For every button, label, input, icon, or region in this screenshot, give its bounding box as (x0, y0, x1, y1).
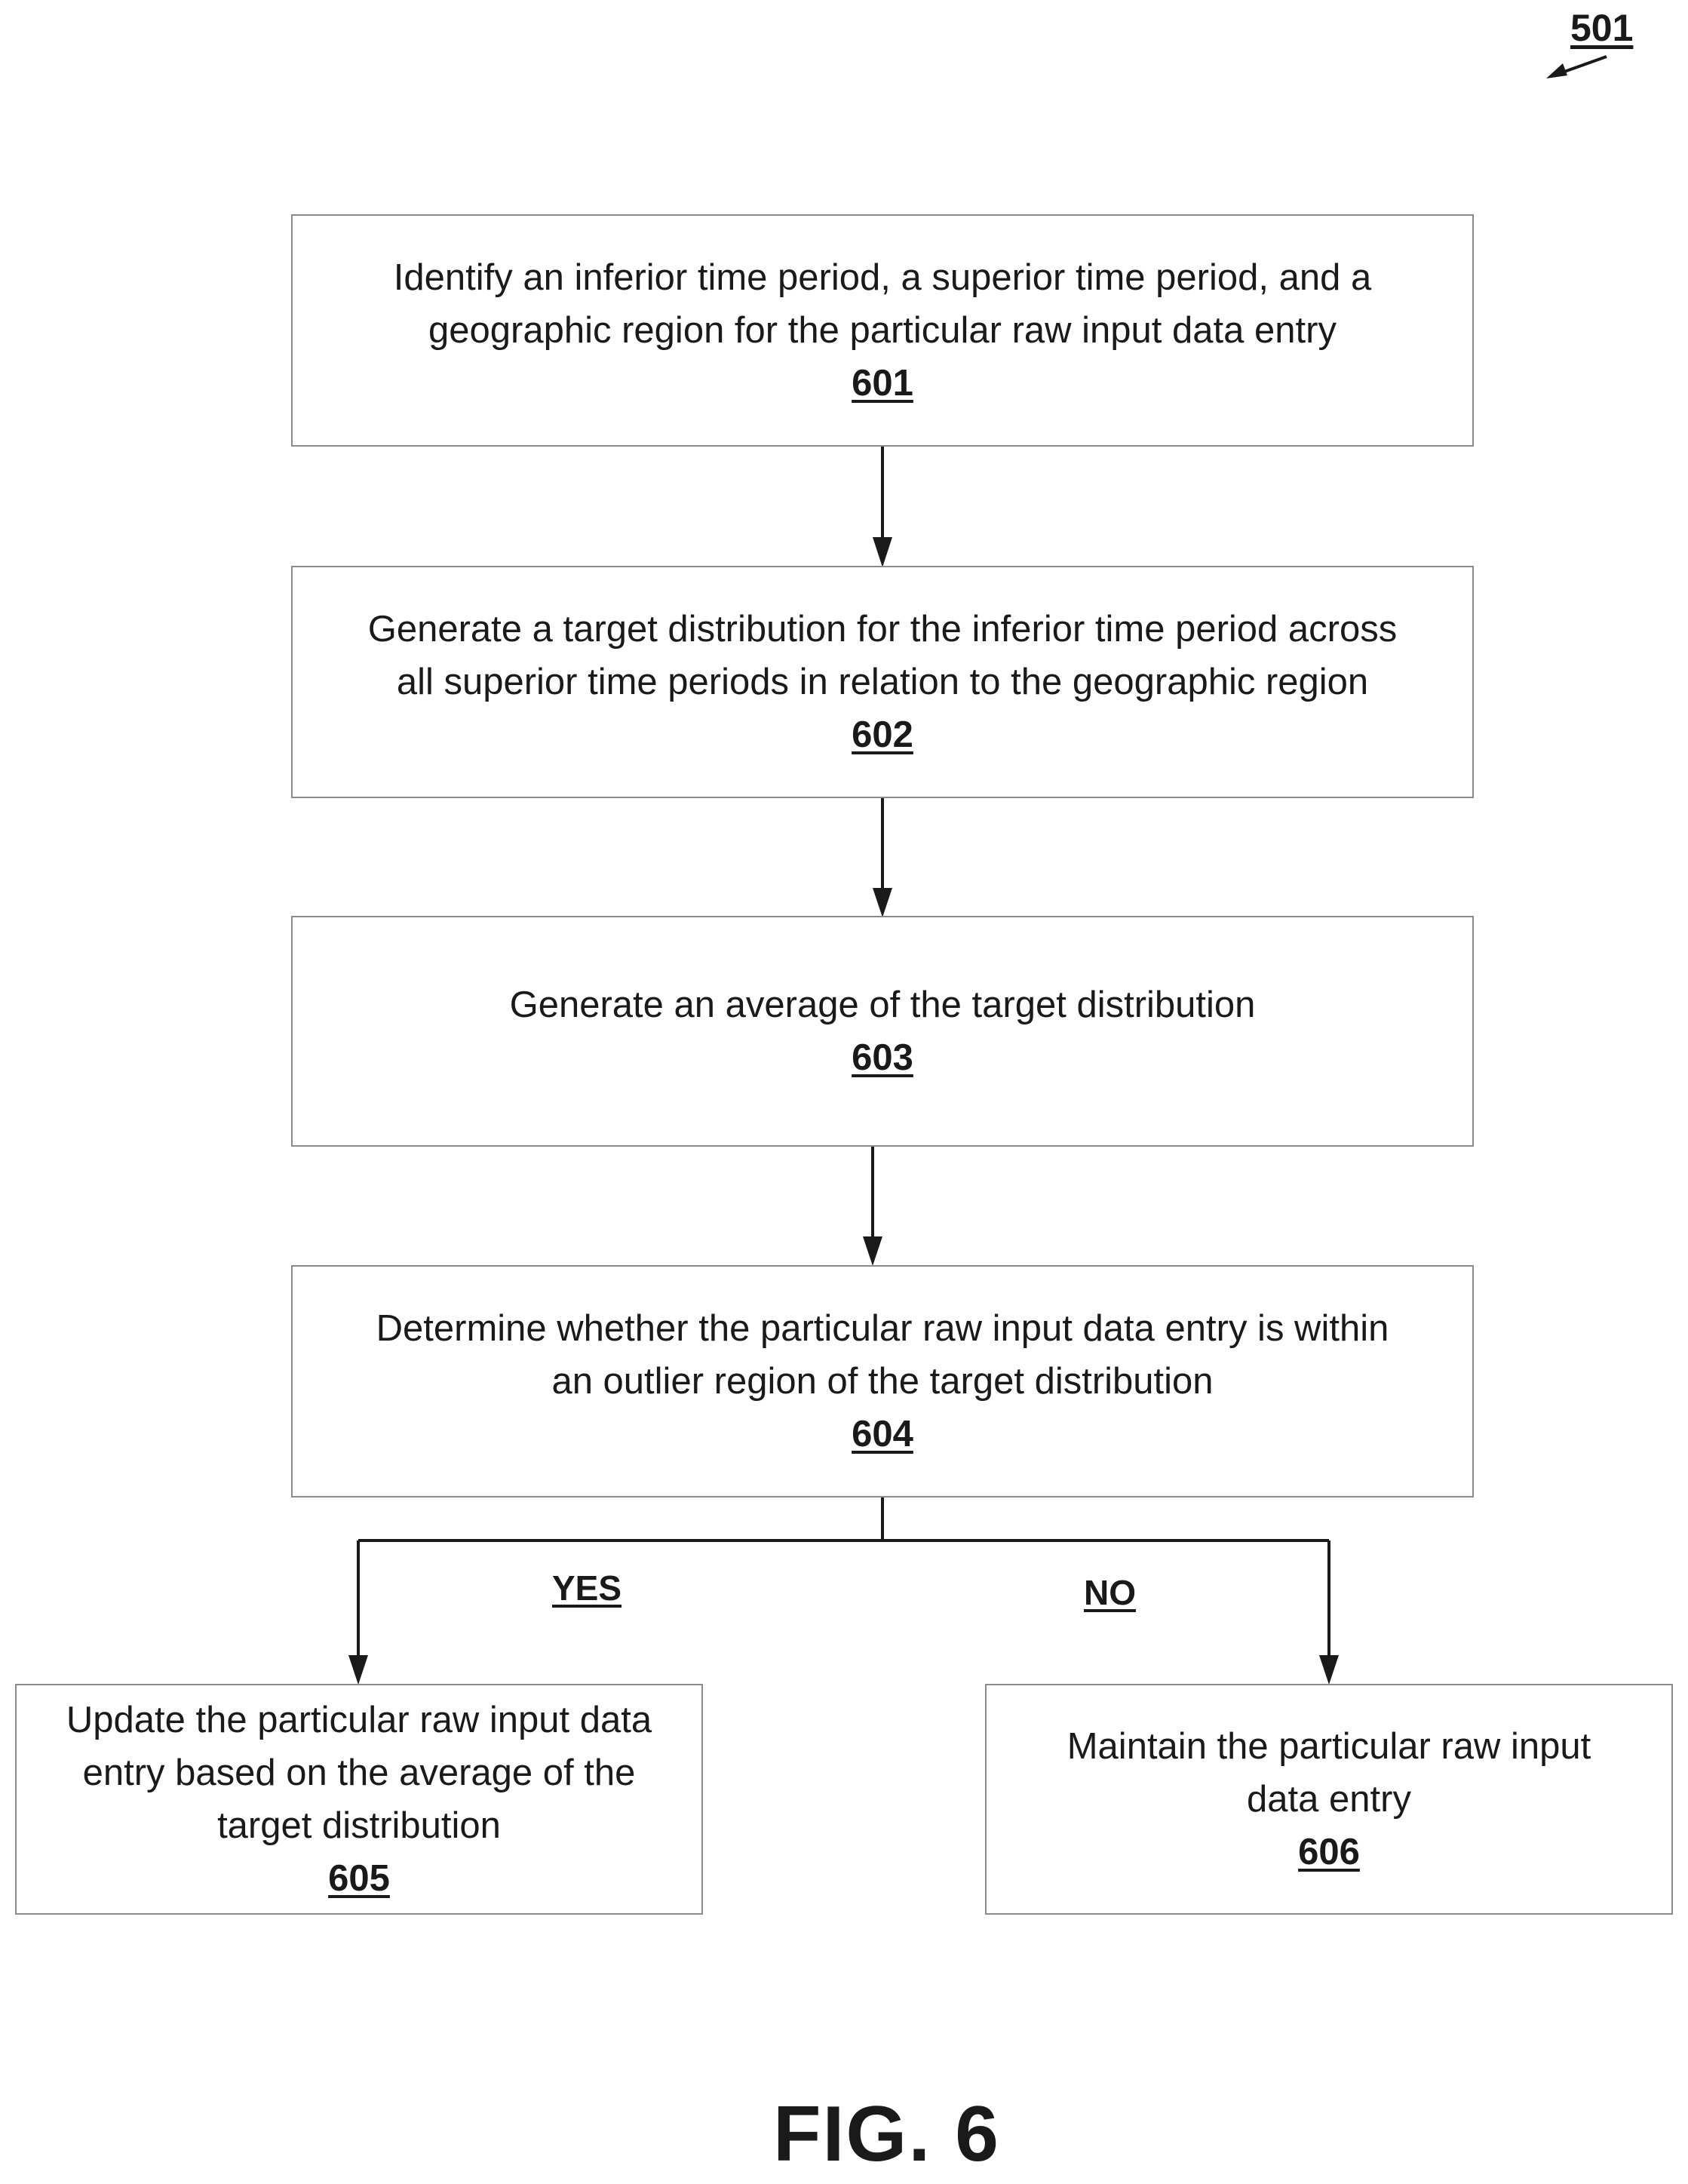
no-branch-label: NO (1084, 1572, 1136, 1613)
step-602-line-1: Generate a target distribution for the i… (368, 603, 1398, 656)
step-604-line-2: an outlier region of the target distribu… (551, 1355, 1213, 1408)
step-606-line-2: data entry (1247, 1773, 1411, 1826)
step-602-number: 602 (852, 708, 913, 761)
step-604-box: Determine whether the particular raw inp… (291, 1265, 1474, 1497)
step-603-box: Generate an average of the target distri… (291, 916, 1474, 1147)
step-601-line-1: Identify an inferior time period, a supe… (394, 251, 1371, 304)
arrowhead-604 (863, 1236, 882, 1266)
step-604-number: 604 (852, 1408, 913, 1461)
yes-branch-label: YES (552, 1568, 621, 1608)
step-602-box: Generate a target distribution for the i… (291, 566, 1474, 798)
reference-pointer-arrowhead (1546, 63, 1567, 78)
step-605-number: 605 (328, 1852, 390, 1905)
arrowhead-603 (873, 888, 892, 917)
arrowhead-606 (1319, 1655, 1339, 1685)
step-604-line-1: Determine whether the particular raw inp… (376, 1302, 1389, 1355)
step-601-number: 601 (852, 357, 913, 410)
step-606-box: Maintain the particular raw input data e… (985, 1684, 1673, 1915)
step-605-line-3: target distribution (217, 1799, 501, 1852)
step-605-line-1: Update the particular raw input data (66, 1694, 652, 1746)
step-601-box: Identify an inferior time period, a supe… (291, 214, 1474, 447)
arrowhead-605 (348, 1655, 368, 1685)
step-606-line-1: Maintain the particular raw input (1067, 1720, 1591, 1773)
step-605-line-2: entry based on the average of the (83, 1746, 636, 1799)
step-603-line-1: Generate an average of the target distri… (510, 978, 1256, 1031)
step-603-number: 603 (852, 1031, 913, 1084)
step-601-line-2: geographic region for the particular raw… (428, 304, 1337, 357)
figure-caption: FIG. 6 (773, 2090, 1000, 2179)
step-602-line-2: all superior time periods in relation to… (397, 656, 1368, 708)
arrowhead-602 (873, 537, 892, 567)
step-605-box: Update the particular raw input data ent… (15, 1684, 703, 1915)
step-606-number: 606 (1298, 1826, 1360, 1878)
